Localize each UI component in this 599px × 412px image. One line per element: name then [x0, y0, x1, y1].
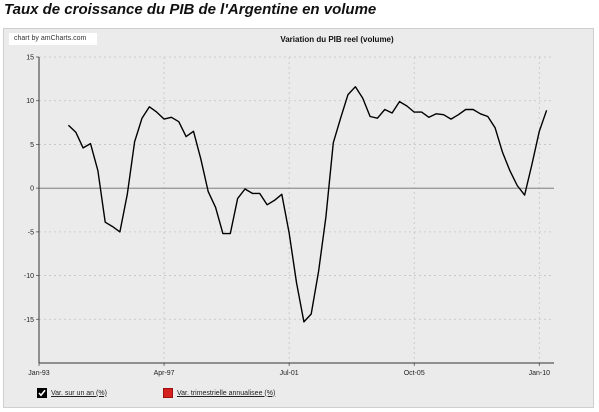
chart-credit-link[interactable]: chart by amCharts.com	[9, 33, 97, 45]
legend-label: Var. trimestrielle annualisee (%)	[177, 389, 276, 397]
page-title: Taux de croissance du PIB de l'Argentine…	[4, 1, 377, 18]
y-tick-label: 5	[30, 142, 34, 149]
legend-label: Var. sur un an (%)	[51, 389, 107, 397]
x-tick-label: Oct-05	[404, 370, 425, 377]
y-tick-label: 15	[26, 55, 34, 62]
legend-swatch-icon[interactable]	[163, 388, 173, 398]
y-tick-label: -10	[24, 273, 34, 280]
legend-item-var-sur-un-an[interactable]: Var. sur un an (%)	[37, 388, 107, 398]
legend-checkbox-icon[interactable]	[37, 388, 47, 398]
x-tick-label: Apr-97	[154, 370, 175, 377]
chart-plot: Variation du PIB reel (volume) 15 10 5 0 -5 -1…	[24, 35, 554, 377]
y-tick-label: -15	[24, 317, 34, 324]
chart-title: Variation du PIB reel (volume)	[280, 35, 394, 44]
chart-panel: Variation du PIB reel (volume) 15 10 5 0 -5 -1…	[3, 28, 594, 408]
legend-item-var-trimestrielle[interactable]: Var. trimestrielle annualisee (%)	[163, 388, 275, 398]
x-tick-label: Jul-01	[280, 370, 299, 377]
y-tick-label: 10	[26, 98, 34, 105]
y-tick-label: -5	[28, 229, 34, 236]
y-tick-label: 0	[30, 186, 34, 193]
checkmark-icon	[38, 389, 46, 397]
series-line-0	[67, 86, 548, 323]
x-tick-label: Jan-93	[28, 370, 50, 377]
x-tick-label: Jan-10	[529, 370, 551, 377]
